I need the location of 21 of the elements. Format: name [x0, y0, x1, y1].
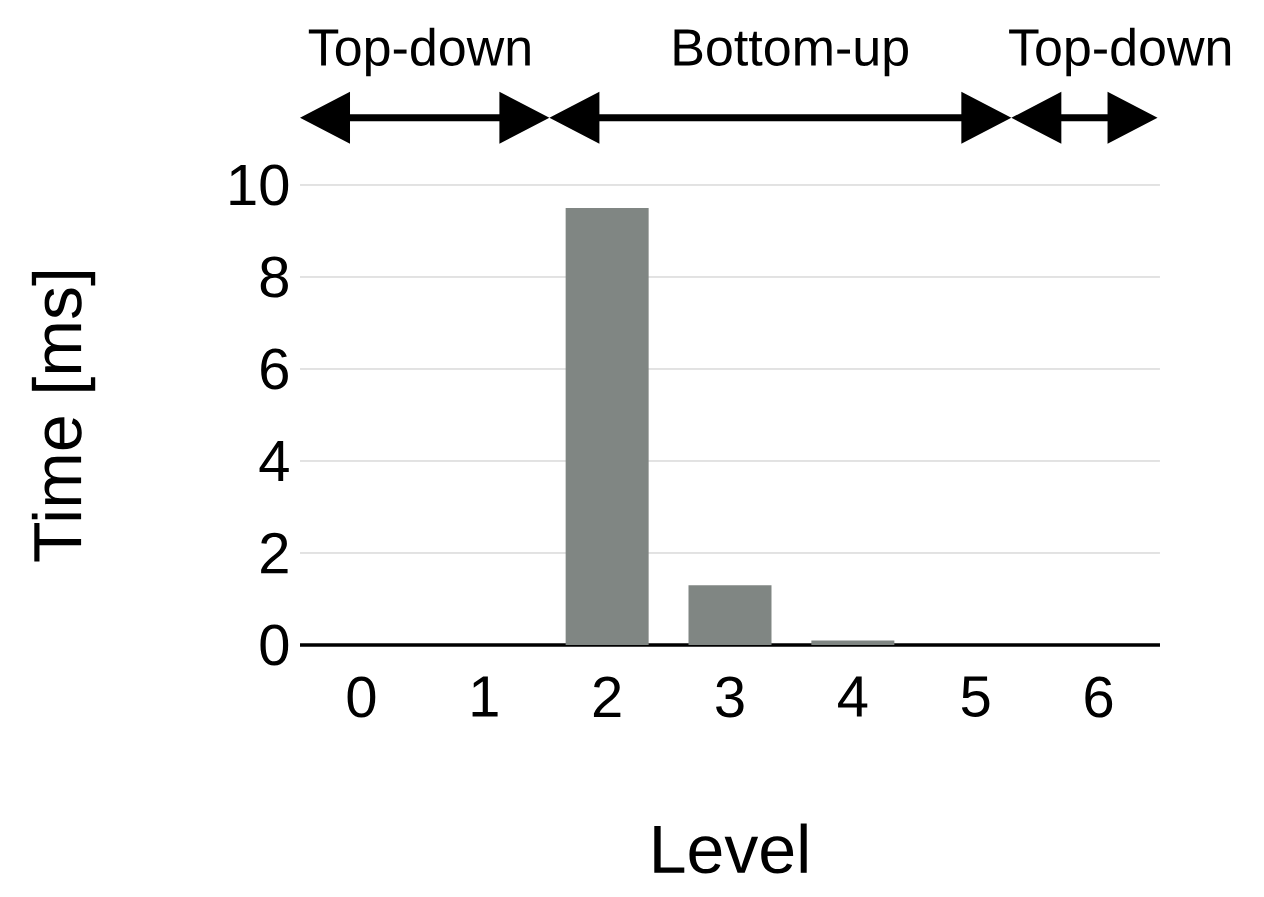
bar: [565, 207, 649, 645]
bar: [811, 640, 895, 645]
text: Bottom-up: [674, 29, 908, 77]
y-tick-label: 8: [260, 256, 288, 298]
x-tick-label: 2: [593, 676, 621, 718]
x-tick-label: 3: [716, 676, 744, 718]
y-tick-label: 4: [259, 441, 289, 481]
x-tick-label: 4: [838, 676, 868, 717]
x-tick-label: 0: [347, 676, 376, 718]
x-axis-title: Level: [654, 823, 807, 874]
y-axis-title: Time [ms]: [31, 271, 96, 562]
y-tick-label: 2: [261, 532, 288, 574]
text: Top-down: [1009, 27, 1231, 77]
y-tick-label: 6: [261, 348, 288, 390]
x-tick-label: 1: [472, 676, 498, 717]
y-tick-label: 0: [260, 624, 289, 666]
bar: [688, 585, 772, 645]
x-tick-label: 6: [1085, 676, 1113, 718]
y-tick-label: 10: [230, 164, 289, 206]
x-tick-label: 5: [961, 676, 990, 717]
text: Top-down: [308, 27, 530, 77]
